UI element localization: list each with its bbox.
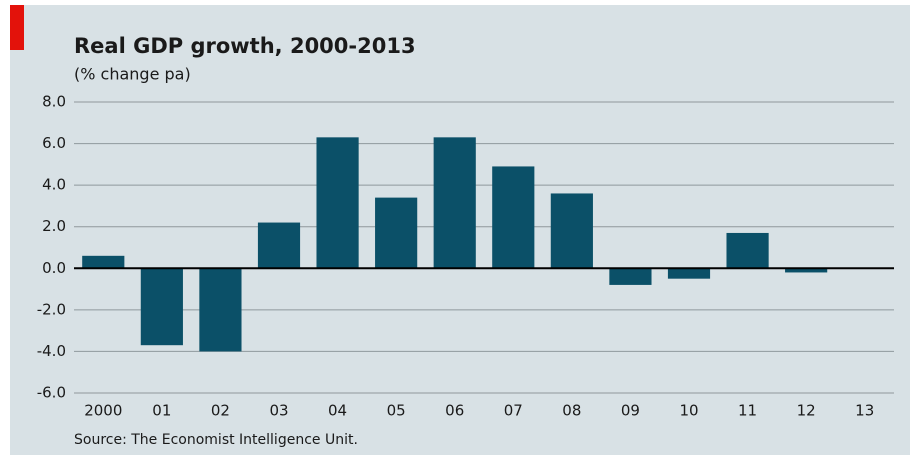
bar (140, 268, 183, 346)
chart-title: Real GDP growth, 2000-2013 (74, 34, 416, 58)
bar (726, 232, 769, 269)
x-tick-label: 2000 (84, 402, 122, 420)
x-tick-label: 04 (328, 402, 347, 420)
bar (257, 222, 301, 269)
bar (375, 197, 418, 269)
bar (199, 268, 242, 352)
x-tick-label: 02 (211, 402, 230, 420)
x-tick-label: 07 (504, 402, 523, 420)
y-tick-label: -4.0 (37, 342, 66, 360)
y-tick-label: -6.0 (37, 384, 66, 402)
x-tick-label: 11 (738, 402, 757, 420)
bar (667, 268, 711, 279)
y-tick-label: -2.0 (37, 300, 66, 318)
x-tick-label: 09 (621, 402, 640, 420)
y-tick-label: 4.0 (42, 176, 66, 194)
bar (492, 166, 535, 269)
bar (550, 193, 593, 269)
red-tag (10, 5, 24, 50)
x-tick-label: 01 (152, 402, 171, 420)
bar (433, 137, 476, 269)
y-tick-label: 6.0 (42, 134, 66, 152)
source: Source: The Economist Intelligence Unit. (74, 432, 358, 448)
x-tick-label: 05 (387, 402, 406, 420)
x-tick-label: 10 (679, 402, 698, 420)
x-tick-label: 12 (797, 402, 816, 420)
bar (316, 137, 359, 269)
x-tick-label: 03 (269, 402, 288, 420)
chart-subtitle: (% change pa) (74, 65, 191, 84)
y-tick-label: 8.0 (42, 93, 66, 111)
bar (785, 268, 828, 273)
y-tick-label: 2.0 (42, 217, 66, 235)
x-tick-label: 06 (445, 402, 464, 420)
x-tick-label: 08 (562, 402, 581, 420)
bar (609, 268, 652, 285)
bar (82, 255, 125, 269)
y-tick-label: 0.0 (42, 259, 66, 277)
x-tick-label: 13 (855, 402, 874, 420)
